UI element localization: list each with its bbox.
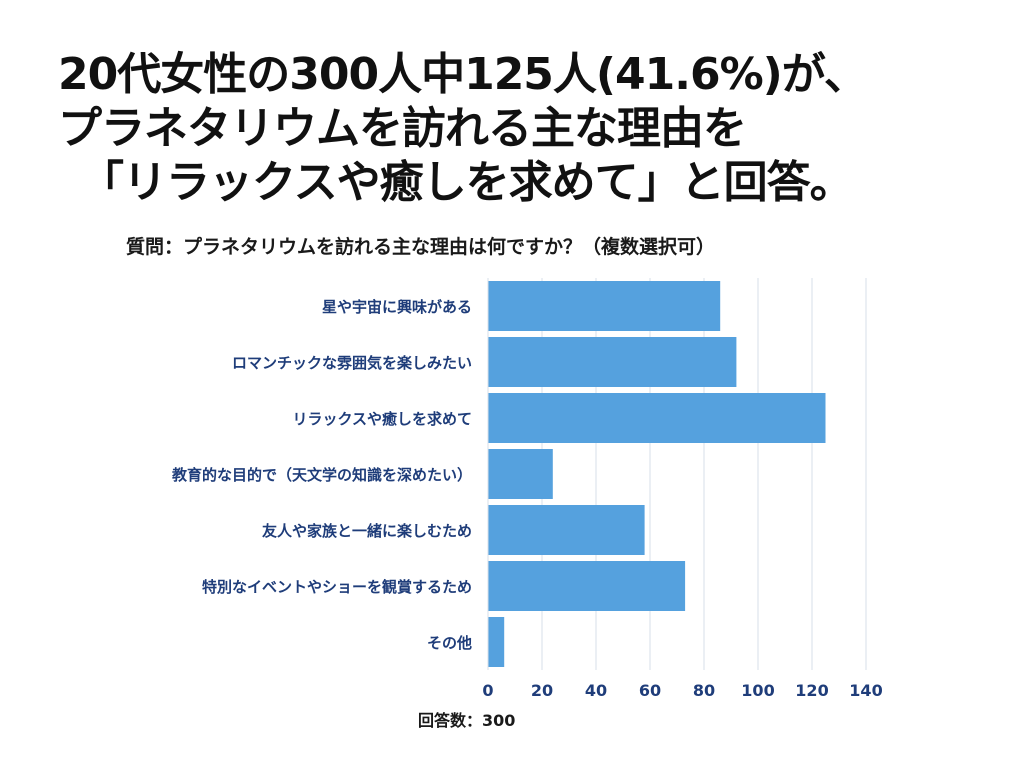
headline-line-2: プラネタリウムを訪れる主な理由を [58, 103, 747, 154]
question-text: 質問：プラネタリウムを訪れる主な理由は何ですか？（複数選択可） [126, 236, 716, 258]
bar [488, 561, 686, 611]
x-tick-label: 60 [639, 681, 661, 700]
x-tick-label: 100 [741, 681, 774, 700]
x-tick-label: 80 [693, 681, 715, 700]
category-label: ロマンチックな雰囲気を楽しみたい [232, 354, 472, 372]
respondents-count: 回答数：300 [418, 711, 516, 730]
headline: 20代女性の300人中125人(41.6%)が、 プラネタリウムを訪れる主な理由… [58, 48, 1018, 210]
category-label: 教育的な目的で（天文学の知識を深めたい） [171, 466, 472, 484]
category-label: 友人や家族と一緒に楽しむため [262, 522, 472, 540]
x-tick-label: 40 [585, 681, 607, 700]
headline-line-1: 20代女性の300人中125人(41.6%)が、 [58, 49, 868, 100]
bar [488, 505, 645, 555]
bar [488, 617, 505, 667]
bar [488, 281, 721, 331]
x-tick-label: 0 [482, 681, 493, 700]
bar [488, 393, 826, 443]
bar [488, 449, 553, 499]
x-tick-label: 120 [795, 681, 828, 700]
category-label: リラックスや癒しを求めて [292, 410, 472, 428]
category-label: その他 [427, 634, 472, 652]
x-tick-label: 20 [531, 681, 553, 700]
category-label: 星や宇宙に興味がある [322, 298, 472, 316]
headline-line-3: 「リラックスや癒しを求めて」と回答。 [80, 157, 854, 208]
category-label: 特別なイベントやショーを観賞するため [202, 578, 472, 596]
bar [488, 337, 737, 387]
x-tick-label: 140 [849, 681, 882, 700]
